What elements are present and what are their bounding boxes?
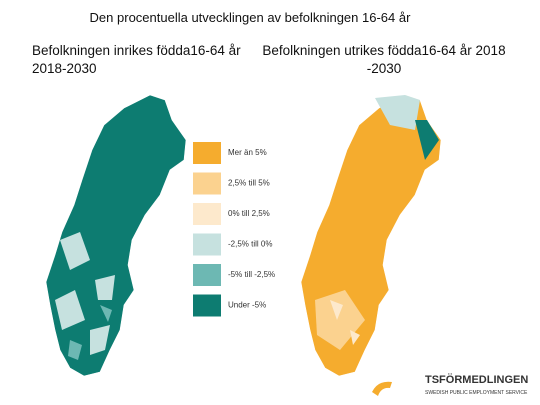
legend-label: 2,5% till 5% <box>228 179 270 188</box>
map-caption: Befolkningen inrikes födda16-64 år 2018-… <box>32 43 241 76</box>
legend-label: -2,5% till 0% <box>228 240 272 249</box>
logo-name: TSFÖRMEDLINGEN <box>425 373 528 386</box>
legend-swatch <box>193 142 221 164</box>
legend-label: Under -5% <box>228 301 266 310</box>
map-left <box>45 94 187 377</box>
logo: TSFÖRMEDLINGEN SWEDISH PUBLIC EMPLOYMENT… <box>372 373 528 396</box>
legend-swatch <box>193 172 221 195</box>
map-caption: Befolkningen utrikes födda16-64 år 2018 … <box>262 43 506 76</box>
legend-label: 0% till 2,5% <box>228 209 270 218</box>
legend-swatch <box>193 294 221 317</box>
slide-title: Den procentuella utvecklingen av befolkn… <box>89 10 411 25</box>
legend-swatch <box>193 264 221 286</box>
legend-swatch <box>193 233 221 256</box>
legend: Mer än 5% 2,5% till 5% 0% till 2,5% -2,5% t… <box>193 142 275 317</box>
map-right <box>300 94 442 377</box>
legend-label: Mer än 5% <box>228 148 267 157</box>
logo-tagline: SWEDISH PUBLIC EMPLOYMENT SERVICE <box>425 390 528 396</box>
legend-swatch <box>193 203 221 225</box>
legend-label: -5% till -2,5% <box>228 270 275 279</box>
